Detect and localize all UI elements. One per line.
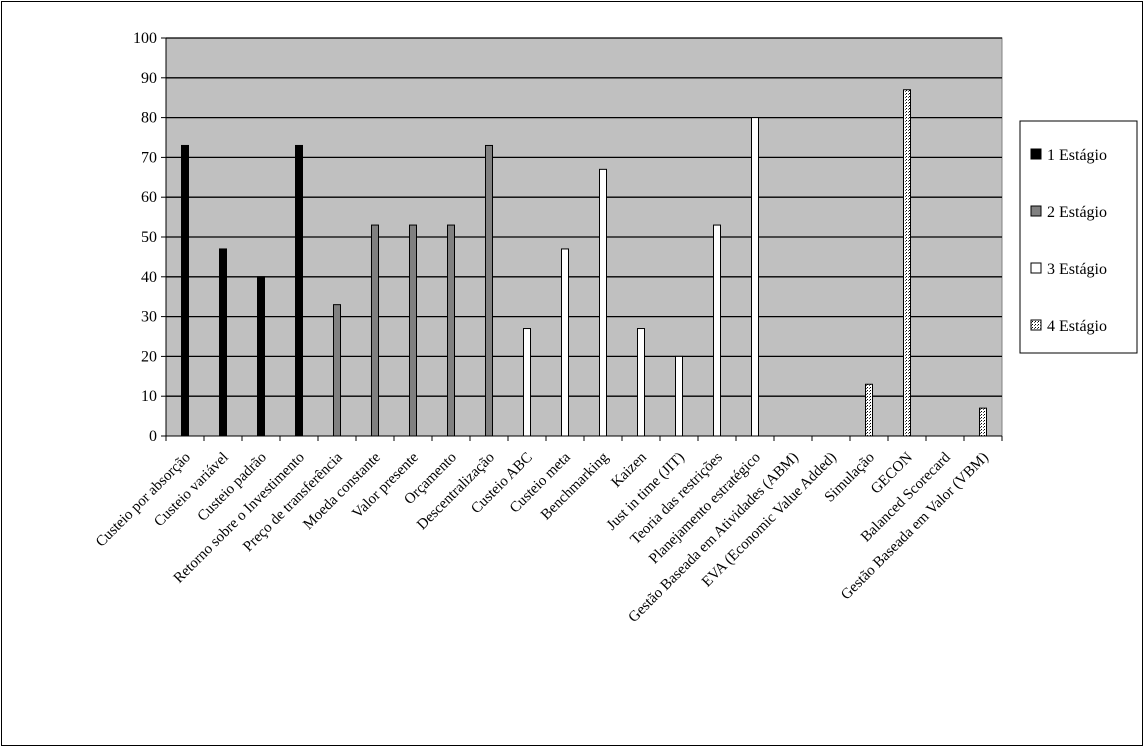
bar-19 [865,383,873,437]
y-axis-ticks: 0 10 20 30 40 50 60 70 80 90 100 [133,30,157,445]
legend-label: 1 Estágio [1047,147,1107,164]
bar-2 [219,248,227,437]
y-tick-label: 30 [141,309,157,326]
bar-5 [333,304,341,437]
y-tick-label: 20 [141,348,157,365]
bar-11 [561,248,569,437]
bar-4 [295,144,303,437]
legend-swatch [1030,319,1042,331]
bar-20 [903,89,911,437]
bar-7 [409,224,417,437]
legend-label: 2 Estágio [1047,204,1107,221]
bar-16 [751,117,759,437]
y-tick-label: 100 [133,30,157,47]
y-tick-label: 40 [141,269,157,286]
bar-10 [523,328,531,437]
legend-swatch [1030,205,1042,217]
y-tick-label: 10 [141,388,157,405]
legend: 1 Estágio 2 Estágio 3 Estágio 4 Estágio [1019,120,1138,354]
legend-label: 4 Estágio [1047,318,1107,335]
y-tick-label: 70 [141,149,157,166]
bar-12 [599,168,607,437]
gridlines [166,37,1002,397]
bar-13 [637,328,645,437]
x-tick-label: Benchmarking [538,449,612,523]
legend-label: 3 Estágio [1047,261,1107,278]
bar-22 [979,407,987,437]
bar-9 [485,144,493,437]
y-tick-label: 60 [141,189,157,206]
legend-box [1019,120,1138,354]
bar-3 [257,276,265,437]
bar-1 [181,144,189,437]
axes [161,37,1003,441]
legend-swatch [1030,262,1042,274]
bar-14 [675,355,683,437]
y-tick-label: 80 [141,110,157,127]
legend-swatch [1030,148,1042,160]
bar-15 [713,224,721,437]
bar-8 [447,224,455,437]
y-tick-label: 90 [141,70,157,87]
y-tick-label: 0 [149,428,157,445]
bar-6 [371,224,379,437]
bars [181,89,987,437]
y-tick-label: 50 [141,229,157,246]
